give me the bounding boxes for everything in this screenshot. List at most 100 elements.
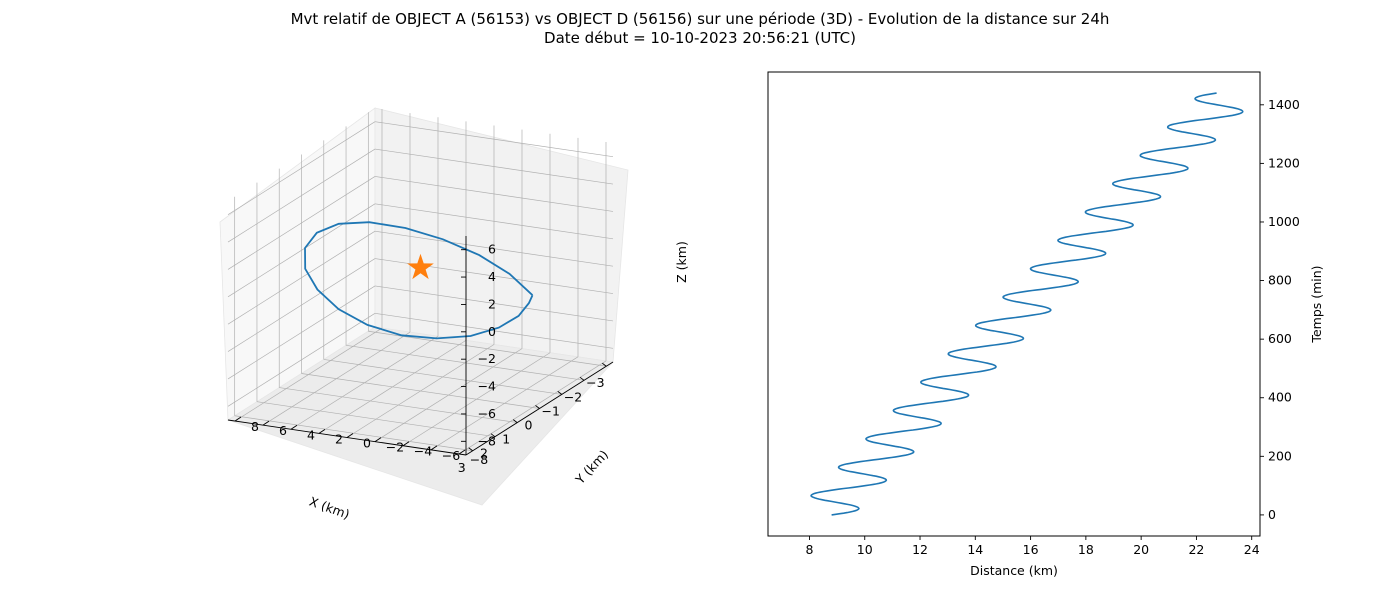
grid-line-z-back	[374, 203, 614, 240]
z-tick-label-3d: −4	[478, 379, 496, 394]
z-tick-label-3d: 4	[488, 269, 496, 284]
x-tick-mark-3d	[557, 391, 563, 395]
orbit-line	[304, 221, 534, 340]
grid-line-z-back	[374, 176, 614, 212]
x-tick-mark-3d	[512, 419, 518, 423]
grid-line-z-back	[374, 230, 614, 267]
x-tick-label-3d: 1	[502, 432, 510, 447]
grid-line-z-left	[227, 230, 376, 325]
x-axis-label-3d: X (km)	[307, 494, 351, 522]
y-tick-mark-3d	[458, 449, 466, 455]
grid-line-y-floor	[234, 327, 383, 422]
grid-line-z-left	[227, 258, 376, 352]
y-tick-mark-3d	[430, 445, 438, 451]
y-tick-mark-3d	[234, 416, 242, 422]
y-axis-label-3d: Y (km)	[572, 447, 611, 488]
grid-line-z-left	[227, 121, 376, 215]
y-tick-mark-3d	[374, 437, 382, 442]
y-tick-label-2d: 0	[1268, 507, 1276, 522]
grid-line-z-back	[374, 121, 614, 158]
grid-line-y-floor	[262, 331, 411, 426]
x-tick-mark-3d	[490, 433, 496, 438]
y-tick-label-3d: 8	[251, 419, 259, 434]
distance-line	[810, 92, 1244, 516]
z-tick-label-3d: −8	[478, 433, 496, 448]
x-tick-label-2d: 24	[1244, 542, 1260, 557]
grid-line-z-left	[227, 285, 376, 380]
plot-2d: 8 10 12 14 16 18 20 22 24 0 200 400 600 800 1000 1200 1…	[767, 71, 1324, 578]
x-tick-label-3d: −3	[586, 375, 604, 390]
y-tick-label-2d: 600	[1268, 331, 1292, 346]
plot-frame	[767, 71, 1261, 537]
y-axis-label-2d: Temps (min)	[1309, 265, 1324, 343]
x-tick-label-3d: 2	[480, 446, 488, 461]
z-tick-label-3d: 0	[488, 324, 496, 339]
y-tick-mark-3d	[290, 424, 298, 430]
star-marker	[407, 253, 434, 280]
y-ticks-2d: 0 200 400 600 800 1000 1200 1400	[1260, 97, 1300, 522]
grid-line-y-floor	[290, 335, 439, 430]
y-tick-label-3d: 6	[279, 423, 287, 438]
x-tick-label-2d: 8	[805, 542, 813, 557]
pane-back	[374, 107, 629, 363]
x-axis-label-2d: Distance (km)	[970, 563, 1058, 578]
figure-title: Mvt relatif de OBJECT A (56153) vs OBJEC…	[0, 10, 1400, 48]
z-tick-label-3d: 2	[488, 296, 496, 311]
x-tick-label-2d: 18	[1078, 542, 1094, 557]
grid-line-y-floor	[346, 344, 495, 438]
y-tick-label-3d: 4	[307, 427, 315, 442]
y-tick-label-2d: 200	[1268, 448, 1292, 463]
x-tick-mark-3d	[602, 362, 607, 367]
grid-line-y-floor	[430, 356, 579, 451]
y-tick-label-3d: 2	[335, 431, 343, 446]
x-tick-mark-3d	[579, 376, 585, 381]
y-tick-mark-3d	[346, 433, 354, 438]
z-axis-label-3d: Z (km)	[674, 241, 689, 283]
grid-line-y-floor	[318, 340, 467, 434]
y-tick-label-3d: −8	[470, 452, 488, 467]
x-tick-label-2d: 10	[857, 542, 873, 557]
z-tick-label-3d: −6	[478, 406, 496, 421]
y-tick-label-3d: −6	[442, 448, 460, 463]
y-tick-label-2d: 1400	[1268, 97, 1300, 112]
y-tick-mark-3d	[318, 429, 326, 434]
z-tick-label-3d: 6	[488, 242, 496, 257]
grid-line-z-left	[227, 203, 376, 298]
grid-line-z-back	[374, 285, 614, 322]
x-tick-label-3d: −1	[542, 403, 560, 418]
x-tick-label-3d: 0	[525, 418, 533, 433]
grid-line-z-left	[227, 313, 376, 407]
grid-3d	[227, 109, 614, 455]
x-tick-mark-3d	[535, 405, 540, 409]
x-tick-label-2d: 14	[967, 542, 983, 557]
y-tick-label-3d: 0	[363, 436, 371, 451]
grid-line-y-floor	[458, 360, 607, 455]
x-tick-label-2d: 12	[912, 542, 928, 557]
x-tick-label-2d: 16	[1023, 542, 1039, 557]
title-line-1: Mvt relatif de OBJECT A (56153) vs OBJEC…	[290, 10, 1110, 28]
x-tick-mark-3d	[468, 447, 473, 452]
grid-line-y-floor	[402, 352, 551, 447]
grid-line-z-left	[227, 176, 376, 270]
x-ticks-2d: 8 10 12 14 16 18 20 22 24	[805, 536, 1260, 557]
x-tick-label-2d: 22	[1188, 542, 1204, 557]
title-line-2: Date début = 10-10-2023 20:56:21 (UTC)	[544, 29, 856, 47]
grid-line-z-back	[374, 312, 614, 349]
z-ticks-3d: 6 4 2 0 −2 −4 −6 −8	[461, 242, 496, 448]
y-tick-label-3d: −2	[386, 440, 404, 455]
y-tick-label-2d: 1200	[1268, 155, 1300, 170]
z-tick-label-3d: −2	[478, 351, 496, 366]
grid-line-z-left	[227, 148, 376, 243]
y-tick-label-2d: 400	[1268, 390, 1292, 405]
x-tick-label-2d: 20	[1133, 542, 1149, 557]
y-tick-mark-3d	[402, 441, 410, 447]
y-ticks-3d: −8 −6 −4 −2 0 2 4 6 8	[234, 416, 488, 467]
x-tick-label-3d: −2	[564, 389, 582, 404]
grid-line-y-floor	[374, 348, 523, 442]
grid-line-z-back	[374, 148, 614, 185]
y-tick-label-3d: −4	[414, 444, 432, 459]
y-tick-label-2d: 800	[1268, 273, 1292, 288]
